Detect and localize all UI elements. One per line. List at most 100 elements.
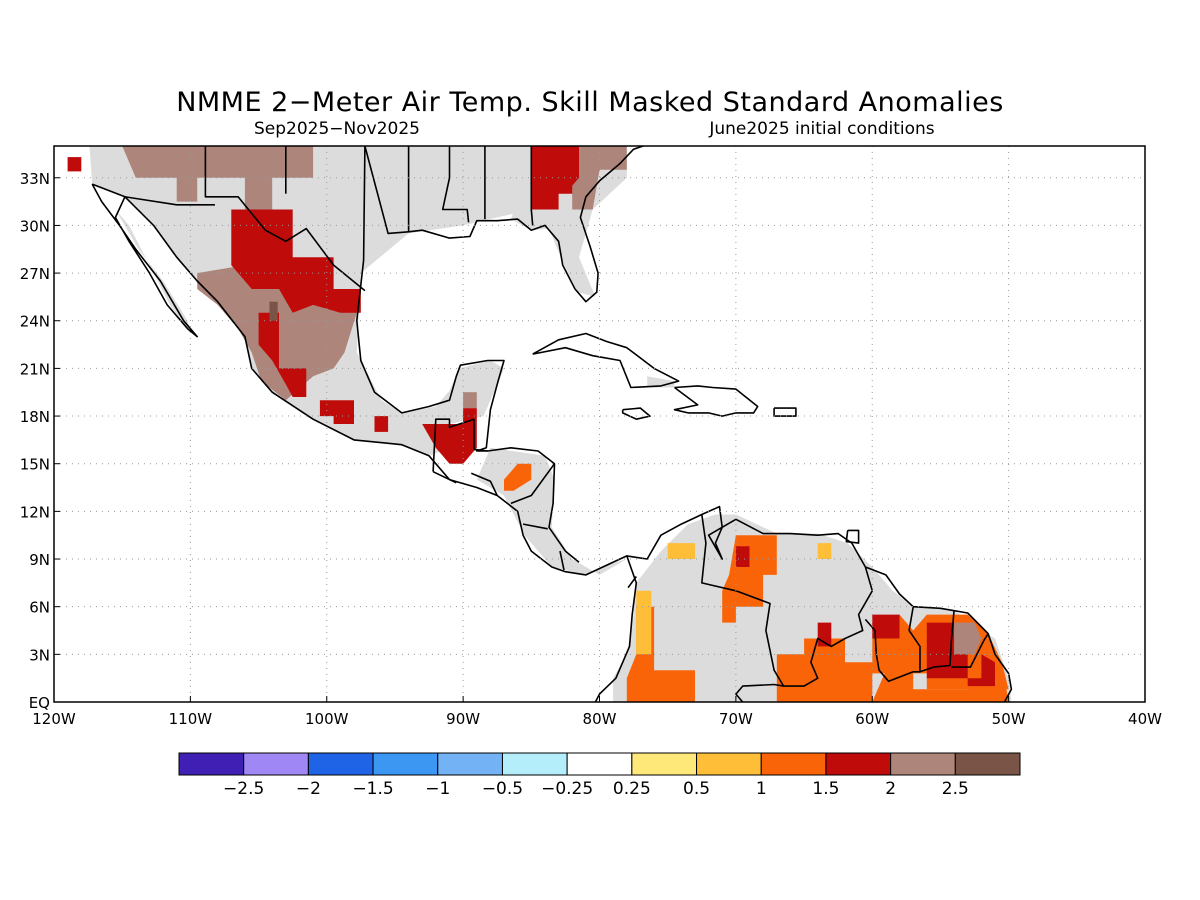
colorbar-swatch	[372, 752, 439, 776]
colorbar-label: 2.5	[942, 779, 969, 799]
coastline-segment	[432, 470, 457, 484]
lat-tick-label: 3N	[29, 646, 50, 664]
colorbar-label: 0.5	[683, 779, 710, 799]
colorbar-swatch	[825, 752, 892, 776]
coastline-segment	[441, 146, 470, 223]
colorbar-label: 2	[885, 779, 896, 799]
venezuela-yellow-2-region	[817, 543, 832, 559]
coastline-segment	[951, 633, 989, 668]
amazon-orange-region	[763, 670, 1036, 702]
colorbar-label: −2	[296, 779, 321, 799]
coastline-segment	[470, 472, 498, 496]
lon-tick-label: 80W	[583, 710, 617, 728]
coastline-segment	[91, 183, 638, 702]
lat-tick-label: 12N	[20, 503, 50, 521]
arizona-brown-region	[122, 146, 314, 210]
colorbar-label: 1.5	[812, 779, 839, 799]
coastline-segment	[473, 448, 488, 452]
coastline-segment	[701, 514, 785, 702]
lat-tick-label: 6N	[29, 599, 50, 617]
colorbar-label: 0.25	[613, 779, 651, 799]
colorbar: −2.5 −2 −1.5 −1 −0.5 −0.25 0.25 0.5 1 1.5 2 2.5	[178, 752, 1021, 799]
lon-tick-label: 120W	[32, 710, 76, 728]
colorbar-label: −2.5	[223, 779, 264, 799]
lat-tick-label: 33N	[20, 170, 50, 188]
lat-tick-label: 27N	[20, 265, 50, 283]
longitude-ticks: 120W 110W 100W 90W 80W 70W 60W 50W 40W	[32, 696, 1162, 728]
coastline-segment	[673, 385, 759, 417]
venezuela-red-region	[735, 546, 750, 567]
lon-tick-label: 60W	[855, 710, 889, 728]
mexico-dark-spot-region	[269, 301, 278, 321]
lon-tick-label: 40W	[1128, 710, 1162, 728]
guyana-red-region	[872, 614, 900, 639]
coastline-segment	[124, 196, 215, 206]
honduras-orange-region	[504, 463, 532, 491]
coastline-segment	[510, 463, 556, 505]
lat-tick-label: 15N	[20, 456, 50, 474]
mexico-south-red-1-region	[319, 400, 354, 424]
lat-tick-label: 18N	[20, 408, 50, 426]
carolina-brown-region	[572, 146, 627, 210]
mexico-south-red-2-region	[374, 416, 389, 432]
colorbar-swatch	[760, 752, 827, 776]
colorbar-swatch	[566, 752, 633, 776]
colorbar-label: −0.5	[482, 779, 523, 799]
coastline-segment	[783, 566, 874, 687]
coastline-segment	[559, 550, 565, 571]
coastline-segment	[204, 146, 366, 292]
lon-tick-label: 100W	[305, 710, 349, 728]
lon-tick-label: 90W	[446, 710, 480, 728]
colorbar-label: −1.5	[352, 779, 393, 799]
colorbar-label: −0.25	[541, 779, 593, 799]
colorbar-swatch	[501, 752, 568, 776]
coastline-segment	[919, 609, 955, 673]
colorbar-label: 1	[756, 779, 767, 799]
venezuela-orange-region	[722, 535, 777, 623]
map-plot-area: 120W 110W 100W 90W 80W 70W 60W 50W 40W EQ 3N 6N 9N 1…	[20, 145, 1162, 728]
lon-tick-label: 70W	[719, 710, 753, 728]
venezuela-yellow-1-region	[667, 543, 695, 559]
colorbar-swatch	[437, 752, 503, 776]
coastline-segment	[621, 407, 651, 420]
lat-tick-label: 24N	[20, 313, 50, 331]
period-subtitle: Sep2025−Nov2025	[254, 119, 420, 139]
lat-tick-label: 30N	[20, 217, 50, 235]
coastline-segment	[364, 146, 644, 303]
colorbar-swatch	[696, 752, 762, 776]
colorbar-swatch	[631, 752, 698, 776]
colorbar-swatch	[243, 752, 309, 776]
coastline-segment	[91, 183, 198, 338]
mexico-west-red-region	[258, 312, 307, 397]
coastline-segment	[626, 505, 1013, 702]
colorbar-label: −1	[425, 779, 450, 799]
southwest-us-red-region	[67, 157, 82, 172]
coastline-segment	[773, 407, 797, 417]
coastline-segment	[845, 529, 860, 544]
mexico-north-red-region	[231, 209, 361, 313]
coastlines	[91, 146, 1013, 702]
coastline-segment	[356, 146, 580, 563]
lon-tick-label: 50W	[992, 710, 1026, 728]
lat-tick-label: 21N	[20, 360, 50, 378]
lon-tick-label: 110W	[169, 710, 213, 728]
figure-title: NMME 2−Meter Air Temp. Skill Masked Stan…	[176, 87, 1004, 118]
coastline-segment	[530, 146, 534, 226]
colorbar-swatch	[890, 752, 956, 776]
coastline-segment	[864, 606, 921, 683]
colorbar-swatch	[178, 752, 245, 776]
coastline-segment	[432, 418, 475, 472]
french-guiana-brown-region	[954, 622, 982, 655]
coastline-segment	[532, 332, 680, 389]
colorbar-swatch	[307, 752, 374, 776]
colorbar-swatch	[954, 752, 1021, 776]
colombia-yellow-region	[636, 590, 652, 655]
yucatan-brown-region	[463, 392, 477, 409]
latitude-ticks: EQ 3N 6N 9N 12N 15N 18N 21N 24N 27N 30N 33N	[20, 170, 60, 712]
initial-conditions-subtitle: June2025 initial conditions	[708, 119, 934, 139]
lat-tick-label: 9N	[29, 551, 50, 569]
coastline-segment	[627, 576, 637, 589]
lat-tick-label: EQ	[29, 694, 50, 712]
coastline-segment	[522, 523, 548, 530]
